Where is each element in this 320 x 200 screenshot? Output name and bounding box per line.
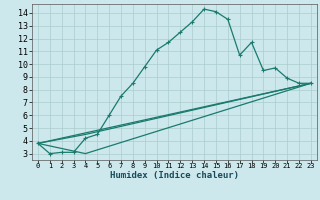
X-axis label: Humidex (Indice chaleur): Humidex (Indice chaleur) (110, 171, 239, 180)
